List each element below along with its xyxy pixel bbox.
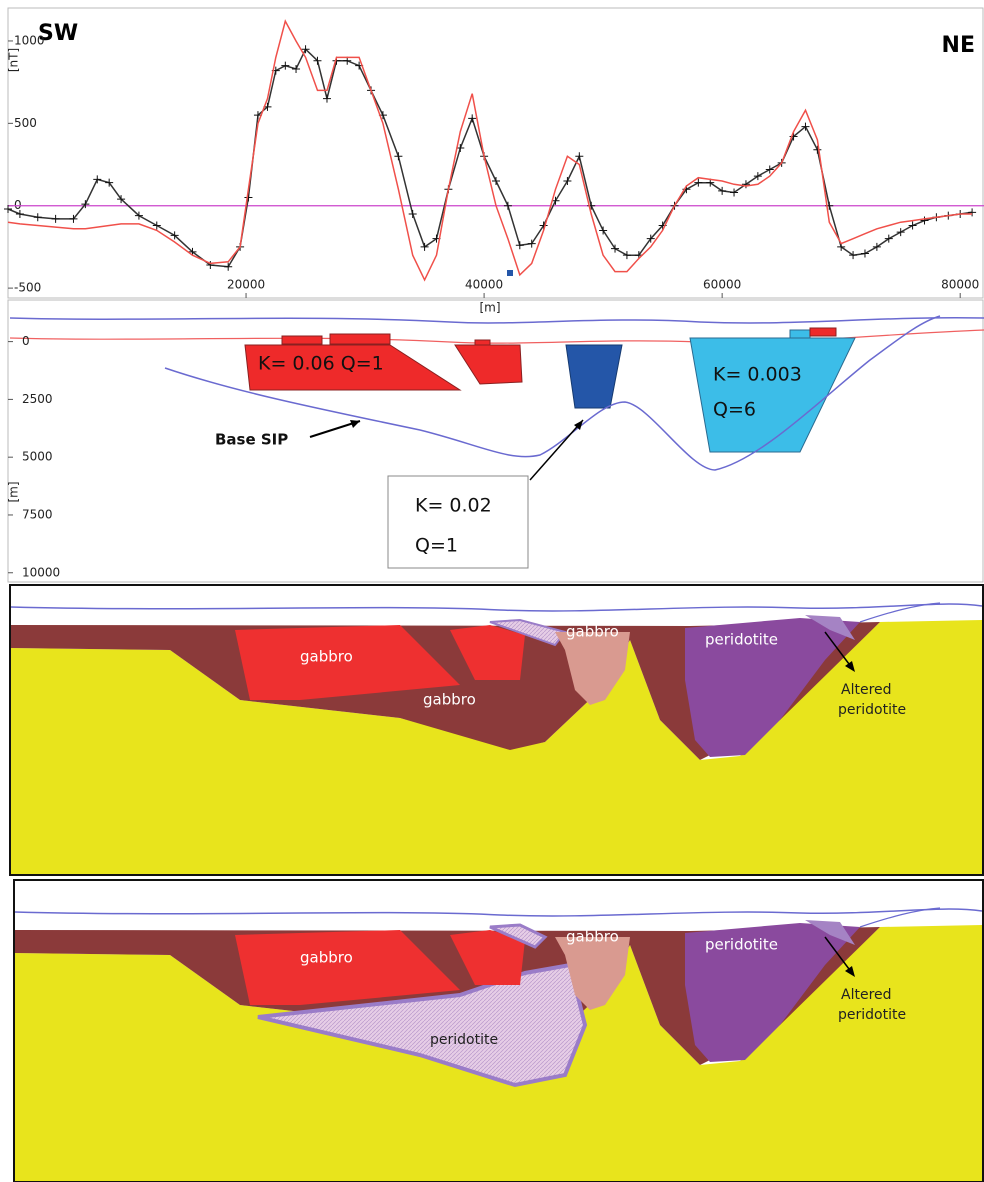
panel-frame (8, 8, 983, 298)
series-line (8, 21, 972, 280)
annotation: Q=1 (415, 535, 458, 557)
point-marker (34, 213, 42, 221)
body (790, 330, 810, 338)
y-tick-label: 0 (22, 334, 30, 348)
geologic-section: gabbro peridotite gabbro peridotite Alte… (14, 880, 983, 1182)
body (810, 328, 836, 336)
point-marker (394, 152, 402, 160)
unit-label: peridotite (430, 1032, 498, 1048)
point-marker (492, 177, 500, 185)
point-marker (528, 240, 536, 248)
body (690, 338, 855, 452)
point-marker (244, 193, 252, 201)
point-marker (909, 222, 917, 230)
y-axis-label: [m] (7, 481, 21, 502)
point-marker (409, 210, 417, 218)
point-marker (281, 62, 289, 70)
annotation-box (388, 476, 528, 568)
point-marker (920, 217, 928, 225)
point-marker (968, 208, 976, 216)
annotation: K= 0.02 (415, 495, 492, 517)
body (330, 334, 390, 344)
series-line (8, 49, 972, 267)
unit-label: gabbro (300, 949, 353, 967)
annotation: Base SIP (215, 431, 288, 449)
x-tick-label: 40000 (465, 278, 503, 292)
station-marker (507, 270, 513, 276)
point-marker (504, 202, 512, 210)
geologic-section: gabbro gabbro gabbro peridotite Altered … (10, 585, 983, 875)
y-tick-label: -500 (14, 281, 41, 295)
ne-label: NE (942, 33, 975, 58)
unit-label: peridotite (838, 702, 906, 718)
annotation: Q=6 (713, 399, 756, 421)
body (475, 340, 490, 345)
y-tick-label: 2500 (22, 392, 53, 406)
unit-label: gabbro (300, 648, 353, 666)
arrow-head (350, 420, 360, 428)
unit-label: peridotite (838, 1007, 906, 1023)
point-marker (52, 215, 60, 223)
unit-label: gabbro (566, 928, 619, 946)
point-marker (623, 251, 631, 259)
annotation: K= 0.003 (713, 364, 802, 386)
point-marker (323, 95, 331, 103)
y-axis-label: [nT] (7, 48, 21, 72)
y-tick-label: 10000 (22, 565, 60, 579)
annotation: K= 0.06 Q=1 (258, 353, 384, 375)
unit-label: Altered (841, 682, 892, 698)
point-marker (599, 226, 607, 234)
point-marker (224, 263, 232, 271)
body (566, 345, 622, 408)
point-marker (861, 250, 869, 258)
unit-label: gabbro (566, 623, 619, 641)
point-marker (897, 228, 905, 236)
point-marker (813, 146, 821, 154)
unit-label: peridotite (705, 936, 778, 954)
body (282, 336, 322, 344)
point-marker (468, 114, 476, 122)
x-axis-label: [m] (479, 301, 500, 315)
topography (10, 318, 984, 323)
point-marker (563, 177, 571, 185)
section-model: K= 0.06 Q=1 K= 0.003 Q=6 K= 0.02 Q=1 Bas… (7, 316, 984, 568)
x-tick-label: 80000 (941, 278, 979, 292)
unit-label: peridotite (705, 631, 778, 649)
x-tick-label: 60000 (703, 278, 741, 292)
point-marker (292, 65, 300, 73)
point-marker (93, 175, 101, 183)
unit-label: Altered (841, 987, 892, 1003)
arrow (530, 420, 583, 480)
y-tick-label: 1000 (14, 33, 45, 47)
body (455, 345, 522, 384)
point-marker (611, 245, 619, 253)
x-tick-label: 20000 (227, 278, 265, 292)
unit-label: gabbro (423, 691, 476, 709)
y-tick-label: 7500 (22, 507, 53, 521)
y-tick-label: 500 (14, 116, 37, 130)
figure: SW NE [nT] [m] K= 0.06 Q=1 K= 0.003 Q=6 … (0, 0, 984, 1182)
point-marker (516, 241, 524, 249)
point-marker (575, 152, 583, 160)
point-marker (153, 222, 161, 230)
y-tick-label: 5000 (22, 450, 53, 464)
